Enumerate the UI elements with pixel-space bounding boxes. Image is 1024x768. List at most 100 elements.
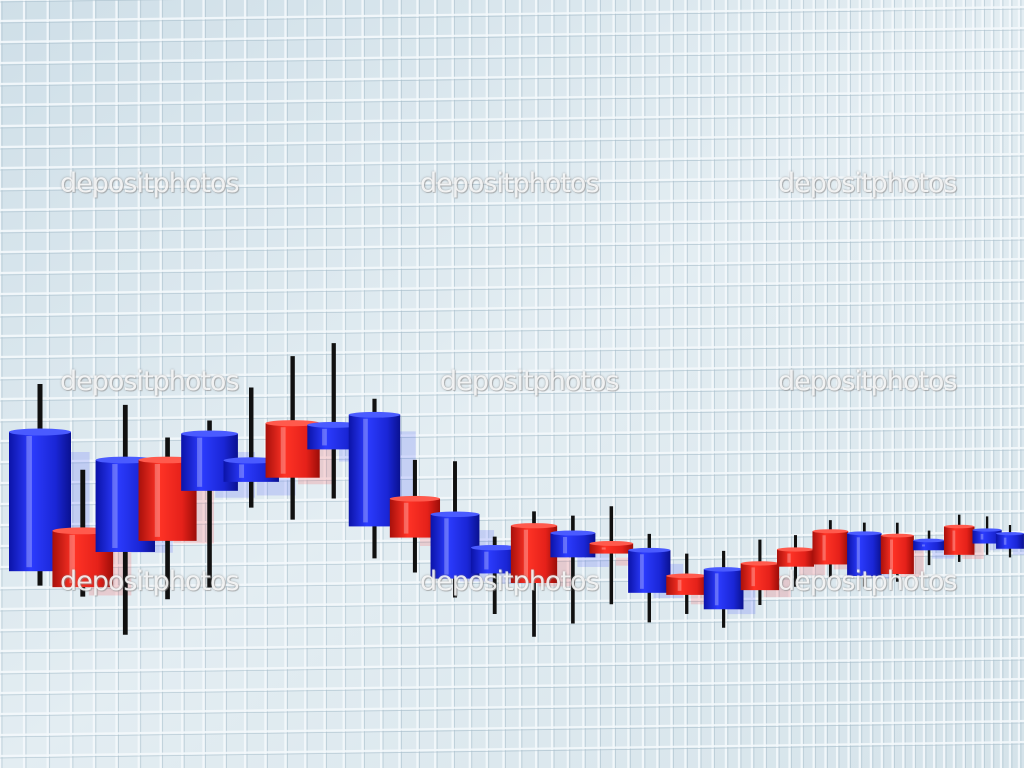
grid-line: [0, 26, 1024, 44]
candle-highlight: [523, 529, 528, 579]
candle-body: [470, 547, 519, 574]
candle-cap: [307, 421, 361, 428]
grid-line-shade: [0, 680, 1024, 696]
candle-highlight: [601, 547, 606, 550]
candle-highlight: [69, 534, 75, 584]
candle-red: [943, 514, 975, 562]
candle-cap: [589, 540, 634, 546]
grid-line-shade: [0, 113, 1024, 129]
candle-body: [589, 543, 634, 554]
candle-blue: [996, 525, 1024, 558]
grid-line: [0, 362, 1024, 380]
candle-cap: [703, 567, 744, 572]
grid-line: [0, 299, 1024, 317]
candle-blue: [430, 461, 480, 598]
candle-highlight: [1003, 537, 1007, 545]
grid-line: [0, 278, 1024, 296]
grid-line-shade: [0, 365, 1024, 381]
candle-cap: [943, 524, 975, 529]
candle-body: [550, 532, 596, 558]
grid-line: [0, 656, 1024, 674]
candle-cap: [265, 420, 320, 427]
candle-highlight: [197, 437, 203, 487]
candle-body: [943, 526, 975, 555]
candle-blue: [913, 530, 945, 566]
grid-line: [0, 425, 1024, 443]
grid-line: [0, 194, 1024, 212]
candle-body: [972, 529, 1002, 544]
candle-blue: [550, 515, 596, 624]
grid-line-shade: [0, 50, 1024, 66]
grid-line-shade: [0, 386, 1024, 402]
grid-line-shade: [0, 638, 1024, 654]
grid-line-shade: [0, 323, 1024, 339]
candle-body: [223, 460, 279, 482]
grid-line: [0, 89, 1024, 107]
grid-line: [0, 152, 1024, 170]
grid-line: [0, 677, 1024, 695]
grid-line-shade: [0, 743, 1024, 759]
candle-cap: [880, 533, 914, 538]
candle-body: [628, 550, 671, 593]
grid-line: [0, 215, 1024, 233]
grid-line: [0, 698, 1024, 716]
grid-line: [0, 47, 1024, 65]
candle-cap: [550, 530, 596, 536]
grid-line-shade: [0, 176, 1024, 192]
candle-body: [880, 535, 914, 575]
grid-line-shade: [0, 155, 1024, 171]
candles: [9, 343, 1024, 637]
candle-highlight: [363, 418, 368, 523]
candle-body: [812, 531, 849, 565]
candle-highlight: [26, 436, 32, 568]
candle-highlight: [639, 554, 644, 589]
grid-line: [0, 719, 1024, 737]
grid-line: [0, 614, 1024, 632]
grid-line-shade: [0, 197, 1024, 213]
grid-line: [0, 5, 1024, 23]
candle-blue: [972, 516, 1002, 555]
grid-line-shade: [0, 92, 1024, 108]
candle-body: [913, 540, 945, 551]
candle-reflection: [256, 478, 296, 496]
candle-blue: [628, 533, 671, 623]
candle-red: [740, 539, 780, 606]
candle-cap: [430, 511, 480, 518]
candle-cap: [470, 544, 519, 551]
grid-line: [0, 131, 1024, 149]
candle-highlight: [980, 533, 984, 540]
candle-body: [703, 569, 744, 610]
grid-line-shade: [0, 659, 1024, 675]
candle-cap: [223, 457, 279, 464]
grid-line-shade: [0, 260, 1024, 276]
grid-line: [0, 68, 1024, 86]
grid-line-shade: [0, 281, 1024, 297]
grid-line-shade: [0, 617, 1024, 633]
grid-line: [0, 341, 1024, 359]
candle-highlight: [822, 535, 826, 561]
candle-highlight: [112, 464, 118, 548]
candle-blue: [223, 387, 279, 508]
grid-line-shade: [0, 428, 1024, 444]
candle-cap: [847, 531, 882, 536]
candle-cap: [913, 538, 945, 543]
grid-line-shade: [0, 344, 1024, 360]
grid-line: [0, 635, 1024, 653]
grid-line-shade: [0, 575, 1024, 591]
candle-reflection: [932, 550, 955, 559]
candle-highlight: [677, 579, 682, 591]
grid-line-shade: [0, 134, 1024, 150]
candle-cap: [9, 428, 71, 436]
candle-red: [589, 506, 634, 605]
candle-body: [666, 575, 708, 595]
candle-cap: [776, 547, 815, 552]
candle-cap: [348, 411, 401, 418]
candle-cap: [972, 528, 1002, 532]
grid-line: [0, 593, 1024, 611]
candle-blue: [470, 536, 519, 614]
grid-line: [0, 236, 1024, 254]
grid-line: [0, 320, 1024, 338]
candle-cap: [181, 430, 238, 437]
